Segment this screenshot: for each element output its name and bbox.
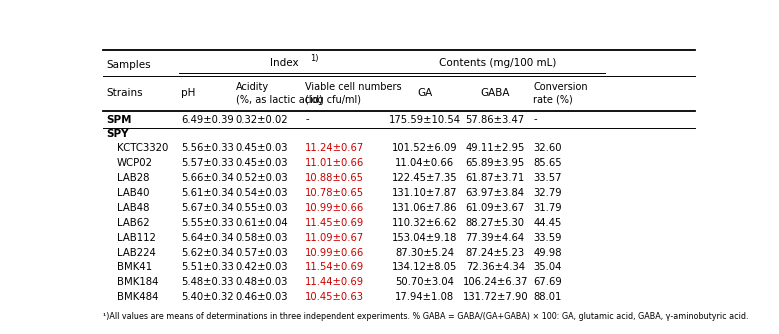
- Text: SPY: SPY: [106, 130, 129, 140]
- Text: 11.54±0.69: 11.54±0.69: [305, 263, 365, 273]
- Text: 32.79: 32.79: [534, 188, 562, 198]
- Text: 5.56±0.33: 5.56±0.33: [182, 143, 234, 153]
- Text: BMK484: BMK484: [117, 292, 158, 302]
- Text: KCTC3320: KCTC3320: [117, 143, 168, 153]
- Text: 11.45±0.69: 11.45±0.69: [305, 218, 365, 228]
- Text: 0.45±0.03: 0.45±0.03: [235, 158, 288, 168]
- Text: 0.32±0.02: 0.32±0.02: [235, 115, 288, 125]
- Text: 87.24±5.23: 87.24±5.23: [466, 247, 525, 258]
- Text: 122.45±7.35: 122.45±7.35: [392, 173, 458, 183]
- Text: Conversion
rate (%): Conversion rate (%): [534, 82, 588, 105]
- Text: GA: GA: [418, 89, 432, 99]
- Text: 5.55±0.33: 5.55±0.33: [182, 218, 234, 228]
- Text: 0.45±0.03: 0.45±0.03: [235, 143, 288, 153]
- Text: 6.49±0.39: 6.49±0.39: [182, 115, 234, 125]
- Text: BMK41: BMK41: [117, 263, 152, 273]
- Text: 131.10±7.87: 131.10±7.87: [392, 188, 457, 198]
- Text: 33.57: 33.57: [534, 173, 562, 183]
- Text: 11.01±0.66: 11.01±0.66: [305, 158, 365, 168]
- Text: 101.52±6.09: 101.52±6.09: [392, 143, 458, 153]
- Text: GABA: GABA: [481, 89, 510, 99]
- Text: 1): 1): [310, 54, 319, 63]
- Text: 11.24±0.67: 11.24±0.67: [305, 143, 365, 153]
- Text: 61.09±3.67: 61.09±3.67: [466, 203, 525, 213]
- Text: WCP02: WCP02: [117, 158, 153, 168]
- Text: Contents (mg/100 mL): Contents (mg/100 mL): [439, 58, 556, 68]
- Text: 0.57±0.03: 0.57±0.03: [235, 247, 288, 258]
- Text: LAB224: LAB224: [117, 247, 156, 258]
- Text: LAB112: LAB112: [117, 232, 156, 242]
- Text: -: -: [305, 115, 308, 125]
- Text: 10.78±0.65: 10.78±0.65: [305, 188, 364, 198]
- Text: LAB28: LAB28: [117, 173, 150, 183]
- Text: 63.97±3.84: 63.97±3.84: [466, 188, 525, 198]
- Text: 35.04: 35.04: [534, 263, 562, 273]
- Text: 110.32±6.62: 110.32±6.62: [392, 218, 458, 228]
- Text: 44.45: 44.45: [534, 218, 562, 228]
- Text: 153.04±9.18: 153.04±9.18: [392, 232, 457, 242]
- Text: 5.40±0.32: 5.40±0.32: [182, 292, 234, 302]
- Text: 88.01: 88.01: [534, 292, 562, 302]
- Text: 10.99±0.66: 10.99±0.66: [305, 203, 365, 213]
- Text: 11.04±0.66: 11.04±0.66: [395, 158, 454, 168]
- Text: Index: Index: [270, 58, 299, 68]
- Text: 31.79: 31.79: [534, 203, 562, 213]
- Text: Strains: Strains: [107, 89, 143, 99]
- Text: 5.48±0.33: 5.48±0.33: [182, 277, 234, 287]
- Text: 67.69: 67.69: [534, 277, 562, 287]
- Text: 49.98: 49.98: [534, 247, 562, 258]
- Text: ¹)All values are means of determinations in three independent experiments. % GAB: ¹)All values are means of determinations…: [104, 312, 749, 321]
- Text: 5.67±0.34: 5.67±0.34: [182, 203, 234, 213]
- Text: 17.94±1.08: 17.94±1.08: [395, 292, 454, 302]
- Text: 87.30±5.24: 87.30±5.24: [396, 247, 454, 258]
- Text: LAB40: LAB40: [117, 188, 150, 198]
- Text: 65.89±3.95: 65.89±3.95: [466, 158, 525, 168]
- Text: 106.24±6.37: 106.24±6.37: [463, 277, 528, 287]
- Text: 0.58±0.03: 0.58±0.03: [235, 232, 288, 242]
- Text: 5.62±0.34: 5.62±0.34: [182, 247, 234, 258]
- Text: 5.57±0.33: 5.57±0.33: [182, 158, 234, 168]
- Text: 10.99±0.66: 10.99±0.66: [305, 247, 365, 258]
- Text: 0.61±0.04: 0.61±0.04: [235, 218, 288, 228]
- Text: 5.51±0.33: 5.51±0.33: [182, 263, 234, 273]
- Text: 131.06±7.86: 131.06±7.86: [392, 203, 457, 213]
- Text: 88.27±5.30: 88.27±5.30: [466, 218, 525, 228]
- Text: 0.42±0.03: 0.42±0.03: [235, 263, 288, 273]
- Text: 77.39±4.64: 77.39±4.64: [466, 232, 525, 242]
- Text: 72.36±4.34: 72.36±4.34: [466, 263, 525, 273]
- Text: LAB48: LAB48: [117, 203, 150, 213]
- Text: 10.88±0.65: 10.88±0.65: [305, 173, 364, 183]
- Text: pH: pH: [182, 89, 196, 99]
- Text: Acidity
(%, as lactic acid): Acidity (%, as lactic acid): [235, 82, 323, 105]
- Text: Viable cell numbers
(log cfu/ml): Viable cell numbers (log cfu/ml): [305, 82, 402, 105]
- Text: 0.52±0.03: 0.52±0.03: [235, 173, 288, 183]
- Text: 85.65: 85.65: [534, 158, 562, 168]
- Text: 57.86±3.47: 57.86±3.47: [466, 115, 525, 125]
- Text: 5.66±0.34: 5.66±0.34: [182, 173, 234, 183]
- Text: 50.70±3.04: 50.70±3.04: [396, 277, 454, 287]
- Text: 0.54±0.03: 0.54±0.03: [235, 188, 288, 198]
- Text: 33.59: 33.59: [534, 232, 562, 242]
- Text: 10.45±0.63: 10.45±0.63: [305, 292, 364, 302]
- Text: 0.46±0.03: 0.46±0.03: [235, 292, 288, 302]
- Text: 0.55±0.03: 0.55±0.03: [235, 203, 288, 213]
- Text: 61.87±3.71: 61.87±3.71: [466, 173, 525, 183]
- Text: SPM: SPM: [106, 115, 132, 125]
- Text: 11.44±0.69: 11.44±0.69: [305, 277, 364, 287]
- Text: BMK184: BMK184: [117, 277, 158, 287]
- Text: Samples: Samples: [107, 60, 151, 70]
- Text: -: -: [534, 115, 537, 125]
- Text: 175.59±10.54: 175.59±10.54: [389, 115, 461, 125]
- Text: 32.60: 32.60: [534, 143, 562, 153]
- Text: 134.12±8.05: 134.12±8.05: [392, 263, 457, 273]
- Text: 49.11±2.95: 49.11±2.95: [466, 143, 525, 153]
- Text: 5.64±0.34: 5.64±0.34: [182, 232, 234, 242]
- Text: 0.48±0.03: 0.48±0.03: [235, 277, 288, 287]
- Text: 11.09±0.67: 11.09±0.67: [305, 232, 365, 242]
- Text: 131.72±7.90: 131.72±7.90: [463, 292, 528, 302]
- Text: 5.61±0.34: 5.61±0.34: [182, 188, 234, 198]
- Text: LAB62: LAB62: [117, 218, 150, 228]
